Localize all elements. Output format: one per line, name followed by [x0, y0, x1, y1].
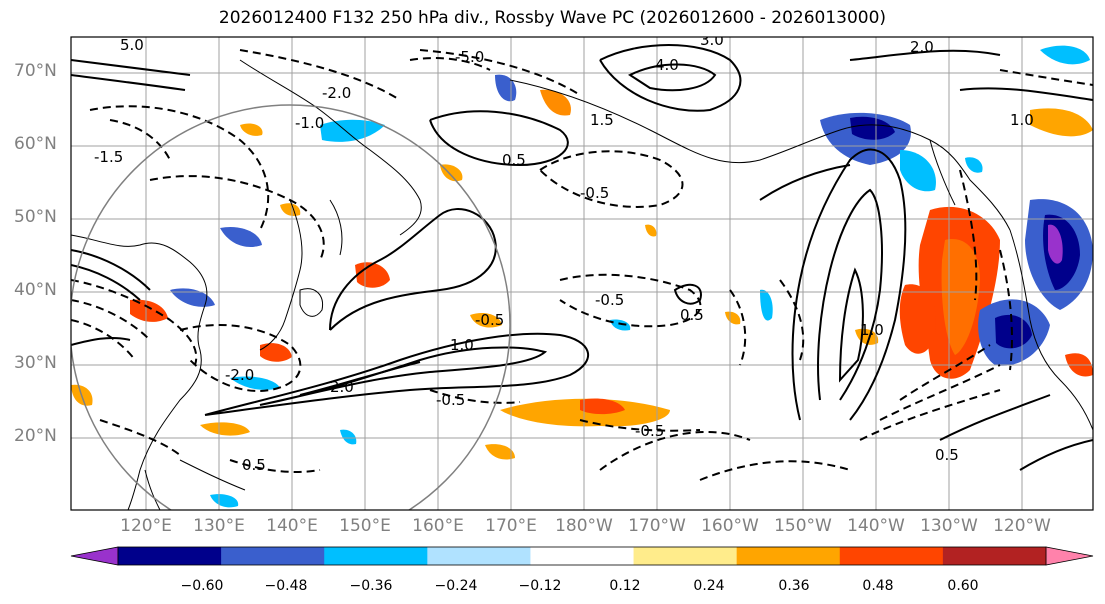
contour-label: -1.5 — [94, 148, 123, 166]
colorbar — [70, 546, 1094, 566]
contour-label: 1.0 — [1010, 111, 1034, 129]
lat-label-40: 40°N — [14, 280, 57, 300]
colorbar-segment — [118, 547, 222, 565]
colorbar-extend-max — [1045, 546, 1094, 566]
colorbar-tick: 0.24 — [693, 578, 725, 594]
contour-label: -2.0 — [225, 366, 254, 384]
graticule — [71, 37, 1093, 510]
contour-label: 0.5 — [242, 456, 266, 474]
contour-label: -0.5 — [580, 184, 609, 202]
colorbar-tick: −0.60 — [180, 578, 224, 594]
contour-label: 1.5 — [590, 111, 614, 129]
contour-labels: 5.0 -5.0 3.0 4.0 2.0 -2.0 1.0 -1.0 1.5 -… — [94, 31, 1034, 474]
lon-label: 120°W — [993, 516, 1051, 536]
lat-label-20: 20°N — [14, 426, 57, 446]
divergence-shading — [71, 45, 1093, 508]
contours-positive — [71, 44, 1093, 471]
contour-label: 0.5 — [502, 151, 526, 169]
colorbar-extend-min — [70, 546, 119, 566]
colorbar-segment — [530, 547, 635, 565]
contour-label: -0.5 — [595, 291, 624, 309]
colorbar-segment — [221, 547, 325, 565]
lon-label: 170°W — [628, 516, 686, 536]
lat-label-30: 30°N — [14, 353, 57, 373]
contour-label: -0.5 — [436, 391, 465, 409]
map-title: 2026012400 F132 250 hPa div., Rossby Wav… — [218, 8, 887, 28]
colorbar-tick: −0.24 — [434, 578, 478, 594]
lon-label: 130°E — [193, 516, 245, 536]
contour-label: 2.0 — [330, 378, 354, 396]
colorbar-tick: −0.36 — [349, 578, 393, 594]
contour-label: -5.0 — [455, 48, 484, 66]
coastlines — [71, 59, 1093, 510]
colorbar-tick: 0.48 — [862, 578, 894, 594]
contour-label: 4.0 — [655, 56, 679, 74]
colorbar-segment — [942, 547, 1047, 565]
contour-label: -1.0 — [295, 114, 324, 132]
colorbar-tick: 0.12 — [609, 578, 641, 594]
colorbar-tick: 0.36 — [778, 578, 810, 594]
contour-label: 0.5 — [935, 446, 959, 464]
contour-label: -0.5 — [475, 311, 504, 329]
lon-label: 160°E — [412, 516, 464, 536]
contour-label: 1.0 — [450, 336, 474, 354]
lon-label: 170°E — [485, 516, 537, 536]
contour-label: 2.0 — [910, 38, 934, 56]
colorbar-segment — [427, 547, 531, 565]
lon-label: 150°E — [339, 516, 391, 536]
colorbar-tick: −0.48 — [264, 578, 308, 594]
lon-label: 160°W — [701, 516, 759, 536]
lat-label-60: 60°N — [14, 134, 57, 154]
colorbar-segment — [633, 547, 738, 565]
range-circle — [71, 104, 511, 510]
contour-label: 3.0 — [700, 31, 724, 49]
contour-label: 5.0 — [120, 36, 144, 54]
map-area: 5.0 -5.0 3.0 4.0 2.0 -2.0 1.0 -1.0 1.5 -… — [71, 31, 1093, 510]
lon-label: 150°W — [774, 516, 832, 536]
contour-label: -0.5 — [635, 422, 664, 440]
contour-label: 1.0 — [860, 321, 884, 339]
lon-label: 140°E — [266, 516, 318, 536]
map-frame — [70, 36, 1094, 511]
colorbar-segment — [839, 547, 944, 565]
lon-label: 180°W — [555, 516, 613, 536]
contour-label: 0.5 — [680, 306, 704, 324]
contour-label: -2.0 — [322, 84, 351, 102]
colorbar-segment — [324, 547, 428, 565]
colorbar-border — [117, 546, 1047, 566]
lon-label: 140°W — [847, 516, 905, 536]
colorbar-tick: 0.60 — [947, 578, 979, 594]
lat-label-70: 70°N — [14, 61, 57, 81]
lon-label: 130°W — [920, 516, 978, 536]
colorbar-tick: −0.12 — [518, 578, 562, 594]
colorbar-segment — [736, 547, 841, 565]
lon-label: 120°E — [120, 516, 172, 536]
contours-negative — [71, 49, 1093, 481]
lat-label-50: 50°N — [14, 207, 57, 227]
